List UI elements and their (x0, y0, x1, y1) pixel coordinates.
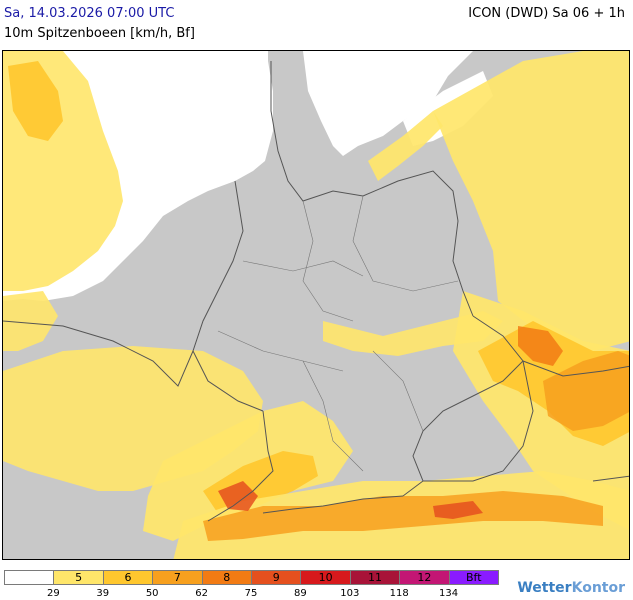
wind-field-alps-peak (218, 481, 258, 511)
legend-tick-39: 39 (96, 588, 110, 599)
brand-kontor: Kontor (571, 580, 625, 596)
country-borders (3, 61, 629, 522)
state-borders (217, 195, 459, 472)
wind-gust-map (2, 50, 630, 560)
forecast-datetime: Sa, 14.03.2026 07:00 UTC (4, 6, 175, 21)
wind-field-france-coast (3, 291, 58, 351)
wetterkontor-logo-icon[interactable]: WetterKontor (517, 580, 625, 596)
legend-swatch-6: 6 (102, 570, 154, 585)
gust-color-legend: 5 6 7 8 9 10 11 12 Bft (4, 570, 499, 586)
legend-swatch-8: 8 (201, 570, 252, 585)
legend-tick-75: 75 (244, 588, 258, 599)
legend-swatch-Bft: Bft (448, 570, 499, 585)
legend-swatch-5: 5 (53, 570, 104, 585)
wind-field-uk-core (8, 61, 63, 141)
legend-swatch-11: 11 (349, 570, 401, 585)
baltic-sea (303, 51, 473, 156)
legend-swatch-12: 12 (399, 570, 450, 585)
legend-swatch-10: 10 (300, 570, 351, 585)
wind-field-baltic-band (368, 111, 443, 181)
wind-field-alps-core (203, 491, 603, 541)
model-run-label: ICON (DWD) Sa 06 + 1h (468, 6, 625, 21)
legend-tick-62: 62 (195, 588, 208, 599)
legend-swatch-calm (4, 570, 55, 585)
legend-tick-89: 89 (294, 588, 307, 599)
legend-swatch-9: 9 (251, 570, 302, 585)
legend-tick-118: 118 (389, 588, 409, 599)
legend-tick-103: 103 (340, 588, 360, 599)
wind-field-southeast-band (543, 351, 629, 431)
map-subtitle: 10m Spitzenboeen [km/h, Bf] (4, 26, 195, 41)
legend-tick-134: 134 (439, 588, 459, 599)
legend-swatch-7: 7 (152, 570, 203, 585)
legend-tick-29: 29 (47, 588, 60, 599)
brand-wetter: Wetter (517, 580, 572, 596)
legend-tick-50: 50 (145, 588, 159, 599)
wind-field-east-strong (518, 326, 563, 366)
wind-field-alps-peak-2 (433, 501, 483, 519)
wind-field-central-band (323, 311, 503, 356)
wind-field-northeast (433, 51, 629, 351)
